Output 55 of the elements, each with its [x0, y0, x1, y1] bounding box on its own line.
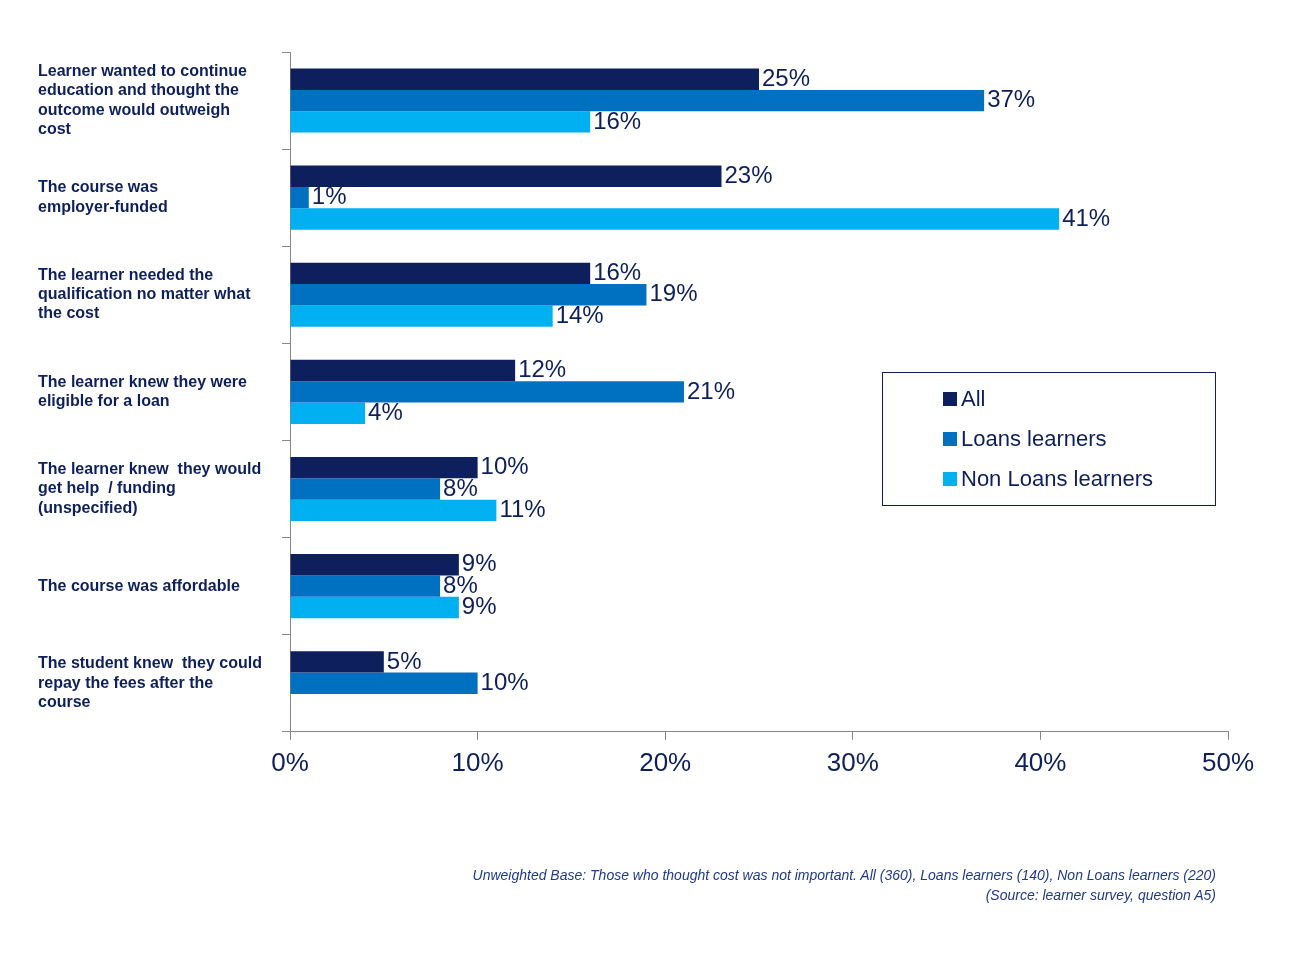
y-tick-label: Learner wanted to continue education and thought the outcome would outweigh cost	[38, 62, 248, 137]
bar	[290, 381, 684, 403]
data-label: 11%	[499, 495, 546, 522]
data-label: 23%	[724, 160, 773, 188]
bar	[290, 672, 478, 694]
bar	[290, 305, 553, 327]
bar	[290, 651, 384, 673]
bar	[290, 284, 647, 306]
text: (Source: learner survey, question A5)	[984, 886, 1216, 905]
text: Unweighted Base: Those who thought cost was not important. All (360), Loans learners (140), Non Loans learners (220)	[472, 866, 1216, 885]
bar	[290, 478, 441, 500]
data-label: 16%	[593, 106, 642, 134]
data-label: 21%	[686, 376, 736, 404]
y-tick-label: The learner needed the qualification no matter what the cost	[38, 265, 252, 322]
y-tick-label: The student knew they could repay the fees after the course	[38, 654, 263, 710]
data-label: 16%	[593, 258, 642, 286]
data-label: 8%	[443, 473, 478, 501]
bar	[290, 186, 309, 209]
data-label: 41%	[1062, 203, 1111, 231]
bar	[290, 359, 516, 382]
bar	[290, 262, 591, 285]
x-tick-label: 0%	[271, 746, 309, 777]
data-label: 37%	[987, 85, 1036, 113]
y-tick-label: The course was affordable	[38, 576, 240, 594]
x-tick-label: 20%	[639, 746, 692, 777]
bar	[290, 165, 722, 187]
data-label: 1%	[311, 182, 347, 210]
bar	[290, 554, 459, 576]
legend-label: All	[961, 386, 986, 412]
bar	[290, 575, 441, 597]
data-label: 5%	[386, 646, 422, 674]
y-tick-label: The learner knew they would get help / funding (unspecified)	[38, 460, 262, 516]
x-tick-label: 50%	[1201, 746, 1255, 777]
bar	[290, 596, 459, 619]
data-label: 10%	[480, 667, 529, 695]
x-tick-label: 40%	[1014, 746, 1067, 777]
data-label: 4%	[368, 397, 403, 425]
bar	[290, 89, 985, 112]
y-tick-label: The learner knew they were eligible for a loan	[38, 372, 248, 409]
data-label: 25%	[762, 63, 811, 91]
data-label: 10%	[480, 452, 529, 480]
bar	[290, 456, 478, 479]
x-tick-label: 10%	[451, 746, 504, 777]
legend-label: Loans learners	[961, 426, 1107, 452]
data-label: 14%	[555, 300, 604, 328]
bar	[290, 208, 1060, 230]
data-label: 19%	[649, 279, 698, 307]
y-tick-label: The course was employer-funded	[38, 178, 168, 215]
bar	[290, 68, 760, 90]
bar	[290, 111, 591, 133]
legend-label: Non Loans learners	[961, 466, 1154, 492]
x-tick-label: 30%	[826, 746, 879, 777]
data-label: 12%	[518, 355, 567, 383]
bar	[290, 402, 366, 424]
bar	[290, 499, 497, 522]
